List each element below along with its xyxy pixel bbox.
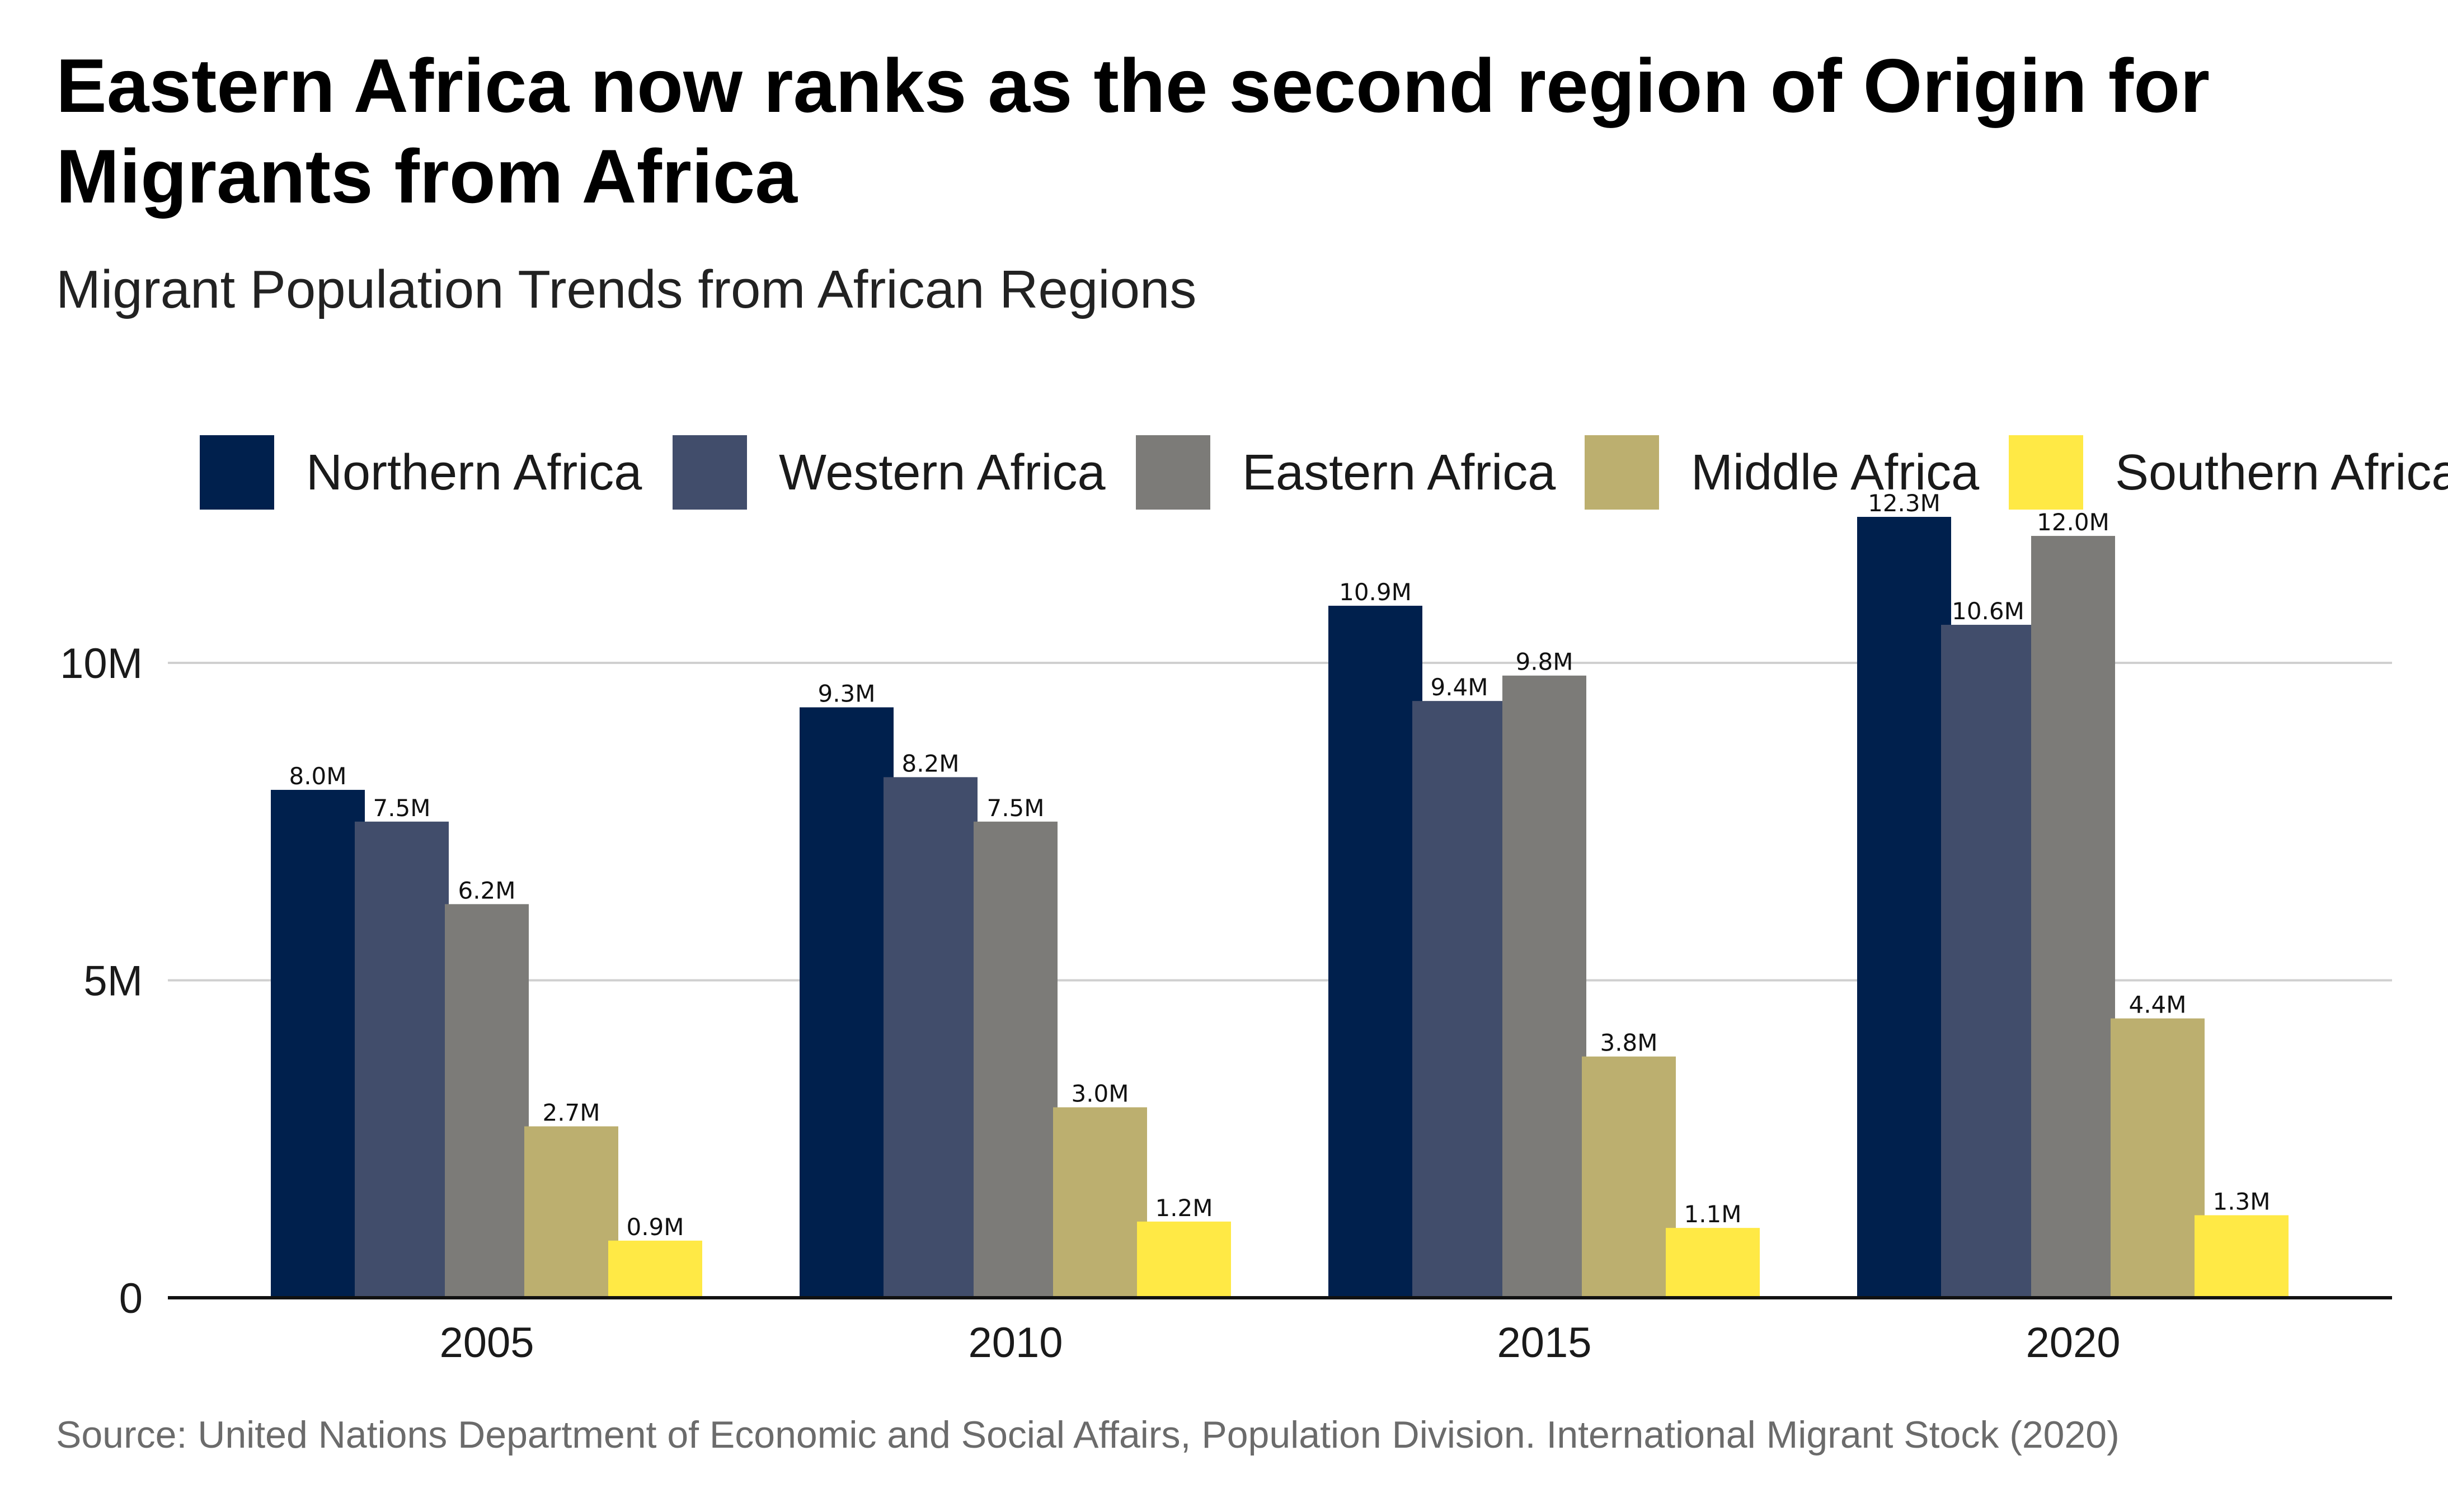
bar (1412, 701, 1506, 1298)
bar-value-label: 7.5M (986, 794, 1044, 822)
bar (1328, 605, 1422, 1298)
bars (271, 517, 2289, 1298)
x-tick-label: 2010 (968, 1319, 1063, 1367)
legend-swatch (1136, 435, 1210, 510)
bar-value-label: 12.3M (1868, 489, 1940, 517)
bar (1053, 1107, 1147, 1298)
bar (271, 790, 365, 1298)
x-tick-label: 2020 (2026, 1319, 2120, 1367)
bar-value-label: 1.1M (1684, 1200, 1741, 1228)
bar (524, 1126, 618, 1298)
bar-value-label: 6.2M (458, 877, 515, 904)
bar (355, 821, 449, 1298)
bar-value-label: 12.0M (2037, 508, 2109, 536)
bar (2111, 1018, 2205, 1298)
bar-value-label: 10.9M (1339, 578, 1412, 606)
legend-label: Northern Africa (306, 445, 642, 501)
bar (1941, 624, 2035, 1298)
chart-subtitle: Migrant Population Trends from African R… (56, 260, 1197, 319)
bar-labels: 8.0M 9.3M 10.9M 12.3M 7.5M 8.2M 9.4M 10.6M 6.2M 7… (289, 489, 2270, 1241)
legend-swatch (2009, 435, 2083, 510)
x-tick-label: 2015 (1497, 1319, 1591, 1367)
legend-swatch (1585, 435, 1659, 510)
bar (1502, 675, 1586, 1298)
legend-swatch (673, 435, 747, 510)
source-note: Source: United Nations Department of Eco… (56, 1414, 2120, 1456)
bar (974, 821, 1058, 1298)
bar-value-label: 8.2M (901, 750, 959, 777)
bar (884, 777, 978, 1298)
bar-value-label: 8.0M (289, 762, 346, 790)
bar (2195, 1215, 2289, 1298)
y-tick-label: 10M (60, 640, 143, 687)
legend-label: Western Africa (779, 445, 1106, 501)
bar-value-label: 4.4M (2129, 991, 2186, 1019)
bar-value-label: 9.8M (1515, 648, 1573, 676)
bar-value-label: 9.3M (817, 680, 875, 707)
x-axis: 2005 2010 2015 2020 (439, 1319, 2120, 1367)
y-tick-label: 0 (119, 1275, 143, 1322)
bar-value-label: 1.3M (2212, 1188, 2270, 1215)
bar (1137, 1221, 1231, 1298)
bar-value-label: 10.6M (1952, 597, 2024, 625)
bar (2031, 536, 2115, 1298)
bar (608, 1240, 702, 1298)
legend-label: Eastern Africa (1242, 445, 1556, 501)
legend-swatch (200, 435, 274, 510)
bar-value-label: 3.0M (1071, 1080, 1129, 1108)
bar (1582, 1056, 1676, 1298)
bar (800, 707, 894, 1298)
legend: Northern Africa Western Africa Eastern Afr… (200, 435, 2448, 510)
bar-value-label: 0.9M (626, 1213, 684, 1241)
bar (1666, 1228, 1760, 1298)
bar-value-label: 2.7M (542, 1099, 600, 1127)
bar-value-label: 7.5M (373, 794, 430, 822)
bar-value-label: 1.2M (1155, 1194, 1213, 1222)
y-tick-label: 5M (83, 958, 143, 1005)
chart-title: Eastern Africa now ranks as the second r… (56, 43, 2210, 219)
y-axis: 0 5M 10M (60, 640, 143, 1322)
bar-value-label: 3.8M (1600, 1029, 1657, 1057)
legend-label: Southern Africa (2115, 445, 2448, 501)
bar (445, 904, 529, 1298)
x-tick-label: 2005 (439, 1319, 534, 1367)
bar (1857, 517, 1951, 1298)
bar-value-label: 9.4M (1430, 673, 1488, 701)
legend-label: Middle Africa (1691, 445, 1980, 501)
